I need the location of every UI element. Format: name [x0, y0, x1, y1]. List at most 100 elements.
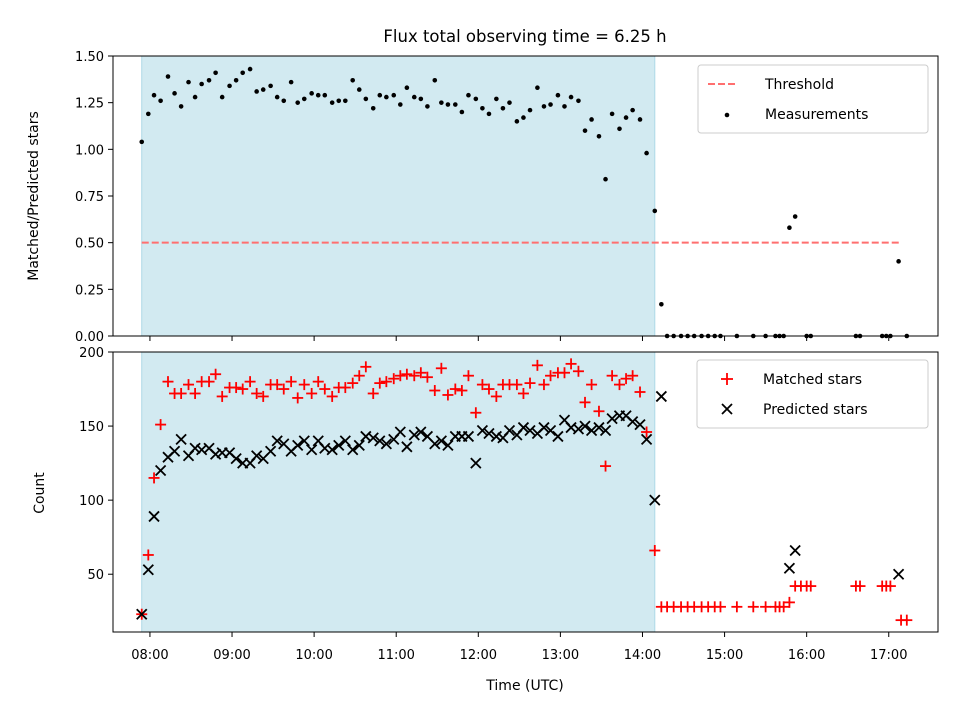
predicted-star-point	[251, 450, 263, 462]
measurement-point	[439, 100, 444, 105]
predicted-star-point	[209, 448, 222, 460]
matched-star-point	[183, 379, 195, 391]
matched-star-point	[326, 390, 338, 402]
measurement-point	[480, 105, 485, 111]
predicted-star-point	[367, 432, 379, 444]
bottom-y-tick-label: 100	[79, 494, 104, 509]
measurement-point	[404, 85, 410, 91]
measurement-point	[486, 111, 492, 117]
matched-star-point	[148, 472, 160, 484]
top-y-tick-label: 0.00	[75, 330, 104, 345]
predicted-star-point	[538, 421, 550, 434]
matched-star-point	[805, 580, 817, 592]
bottom-x-ticks: 08:00 09:00 10:00 11:00 12:00 13:00 14:00 15:00…	[131, 632, 907, 663]
x-axis-label: Time (UTC)	[485, 678, 563, 694]
predicted-star-point	[429, 438, 441, 450]
measurement-point	[411, 94, 417, 100]
top-y-tick-label: 0.25	[75, 283, 104, 298]
predicted-star-point	[524, 424, 536, 437]
matched-star-point	[449, 383, 461, 395]
predicted-star-point	[640, 433, 653, 446]
x-tick-label: 10:00	[295, 648, 332, 663]
top-y-ticks: 0.00 0.25 0.50 0.75 1.00 1.25 1.50	[75, 50, 113, 345]
legend-predicted-label: Predicted stars	[763, 402, 868, 418]
measurement-point	[336, 98, 342, 104]
measurement-point	[301, 96, 307, 102]
measurement-point	[659, 301, 664, 307]
matched-star-point	[408, 370, 420, 382]
measurement-point	[151, 92, 157, 98]
matched-star-point	[606, 370, 618, 382]
matched-star-point	[251, 387, 263, 399]
matched-star-point	[593, 405, 605, 417]
predicted-star-point	[783, 562, 796, 574]
measurement-point	[617, 126, 622, 132]
top-y-tick-label: 0.75	[75, 190, 104, 205]
measurement-point	[343, 98, 348, 104]
matched-star-point	[517, 387, 529, 399]
matched-star-point	[203, 376, 215, 388]
matched-star-point	[579, 396, 591, 408]
x-tick-label: 13:00	[542, 648, 579, 663]
measurement-point	[541, 104, 547, 109]
measurement-point	[172, 91, 177, 96]
legend-measurements-label: Measurements	[765, 107, 868, 123]
predicted-star-point	[634, 418, 646, 431]
matched-star-point	[627, 370, 639, 382]
bottom-y-tick-label: 150	[79, 420, 104, 435]
predicted-star-point	[517, 421, 530, 434]
matched-star-point	[760, 601, 772, 613]
predicted-star-point	[606, 413, 618, 425]
matched-star-point	[360, 361, 372, 373]
top-legend: Threshold Measurements	[697, 64, 929, 134]
predicted-star-point	[789, 544, 801, 557]
measurement-point	[521, 115, 526, 120]
matched-star-point	[435, 362, 447, 374]
measurement-point	[548, 102, 553, 107]
predicted-star-point	[483, 427, 495, 440]
legend-matched-swatch	[721, 373, 733, 385]
predicted-star-point	[298, 435, 310, 447]
matched-star-point	[401, 368, 413, 380]
matched-star-point	[901, 614, 913, 626]
predicted-star-point	[148, 510, 160, 523]
top-legend-box	[697, 64, 929, 134]
matched-star-point	[470, 407, 482, 419]
matched-star-point	[292, 392, 304, 404]
measurement-point	[274, 94, 280, 100]
matched-star-point	[634, 386, 646, 398]
predicted-star-point	[326, 444, 338, 456]
legend-matched-label: Matched stars	[763, 372, 862, 388]
measurement-point	[322, 92, 328, 98]
measurement-point	[453, 102, 458, 107]
measurement-point	[213, 70, 218, 76]
measurement-point	[398, 102, 403, 107]
matched-star-point	[155, 419, 167, 431]
predicted-star-point	[380, 438, 392, 450]
predicted-star-point	[136, 608, 148, 620]
predicted-star-point	[339, 435, 351, 447]
measurement-point	[432, 77, 438, 83]
measurement-point	[582, 128, 588, 133]
predicted-star-point	[649, 494, 661, 506]
matched-star-point	[545, 370, 557, 382]
predicted-star-point	[415, 426, 427, 438]
legend-threshold-label: Threshold	[764, 77, 834, 93]
measurement-point	[473, 96, 479, 102]
measurement-point	[178, 104, 184, 109]
measurement-point	[186, 79, 191, 85]
bottom-panel: 50 100 150 200 08:00 09:00 10:00 11:00 12:00 13:…	[32, 346, 939, 694]
measurement-point	[445, 102, 451, 107]
matched-star-point	[367, 387, 379, 399]
measurement-point	[145, 111, 151, 117]
predicted-star-point	[435, 435, 447, 447]
measurement-point	[363, 96, 369, 102]
matched-star-point	[306, 387, 318, 399]
matched-star-point	[565, 358, 577, 370]
measurement-point	[562, 104, 567, 109]
measurement-point	[240, 70, 246, 76]
matched-star-point	[620, 373, 632, 385]
predicted-star-point	[579, 420, 591, 432]
bottom-y-tick-label: 50	[87, 568, 104, 583]
